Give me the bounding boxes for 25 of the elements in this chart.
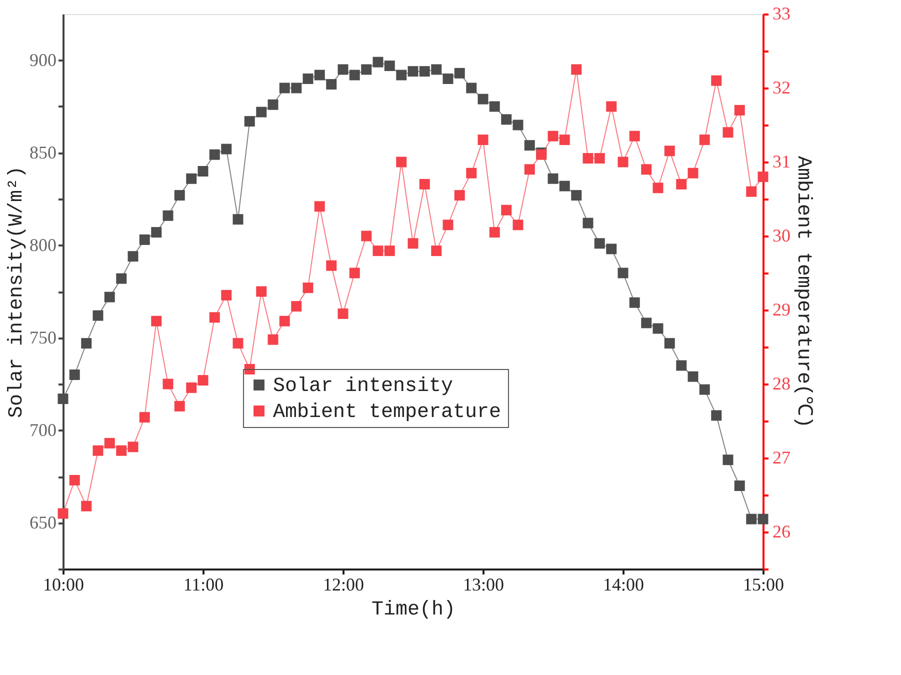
y-tick-label: 650 <box>30 512 56 532</box>
y2-tick-label: 31 <box>772 152 790 172</box>
y2-tick-label: 27 <box>772 448 790 468</box>
y2-tick-label: 30 <box>772 226 790 246</box>
y2-tick-label: 33 <box>772 4 790 24</box>
y-tick-label: 750 <box>30 327 56 348</box>
y-tick-label: 900 <box>30 50 56 70</box>
y-tick-label: 800 <box>30 234 56 255</box>
x-tick-label: 10:00 <box>42 574 84 594</box>
y-axis-title: Solar intensity(W/m²) <box>6 166 28 418</box>
y2-tick-label: 26 <box>772 522 790 542</box>
y-tick-label: 850 <box>30 142 56 162</box>
x-tick-label: 14:00 <box>602 574 644 594</box>
x-tick-label: 11:00 <box>183 574 224 594</box>
legend-label: Ambient temperature <box>273 401 502 424</box>
y-tick-label: 700 <box>30 420 56 440</box>
y2-tick-label: 29 <box>772 300 790 320</box>
y2-axis-title: Ambient temperature(℃) <box>792 156 814 428</box>
x-tick-label: 12:00 <box>322 574 364 594</box>
x-tick-label: 15:00 <box>742 574 784 594</box>
x-axis-title: Time(h) <box>371 598 456 622</box>
x-tick-label: 13:00 <box>462 574 504 594</box>
y2-tick-label: 32 <box>772 78 790 98</box>
y2-tick-label: 28 <box>772 374 790 394</box>
legend-label: Solar intensity <box>273 375 454 398</box>
